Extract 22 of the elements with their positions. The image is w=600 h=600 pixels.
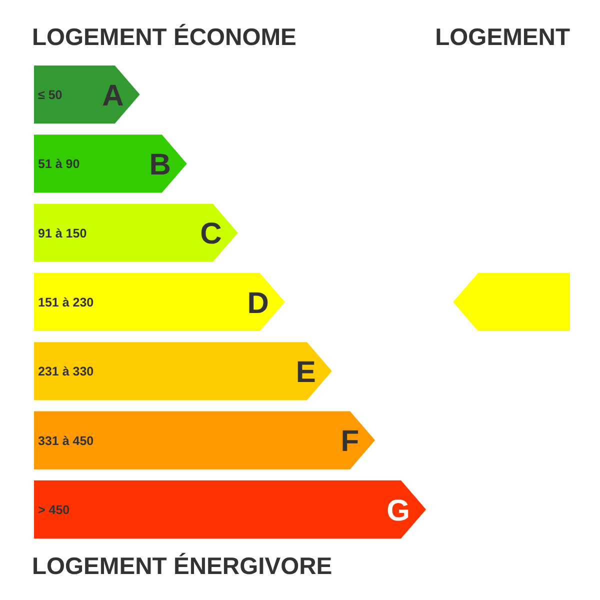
y-tick-label: G: [386, 494, 410, 528]
y-tick-label: F: [340, 425, 360, 458]
annotation: 231 à 330: [38, 364, 94, 379]
annotation: 51 à 90: [38, 157, 80, 172]
bar: [34, 480, 426, 538]
bar: [34, 204, 238, 262]
bar: [34, 272, 285, 332]
y-tick-label: A: [102, 79, 124, 112]
annotation: 91 à 150: [38, 226, 87, 240]
bar: [34, 411, 376, 470]
y-tick-label: B: [149, 148, 171, 182]
chart-title: LOGEMENT: [435, 24, 570, 51]
y-tick-label: D: [247, 286, 269, 320]
y-tick-label: E: [296, 356, 316, 389]
text: LOGEMENT ÉNERGIVORE: [32, 552, 332, 580]
annotation: 331 à 450: [38, 434, 94, 448]
annotation: 151 à 230: [38, 296, 94, 310]
bar: [34, 342, 332, 400]
annotation: ≤ 50: [38, 88, 62, 102]
y-tick-label: C: [200, 218, 222, 251]
chart-title: LOGEMENT ÉCONOME: [32, 23, 296, 51]
annotation: > 450: [38, 502, 70, 517]
